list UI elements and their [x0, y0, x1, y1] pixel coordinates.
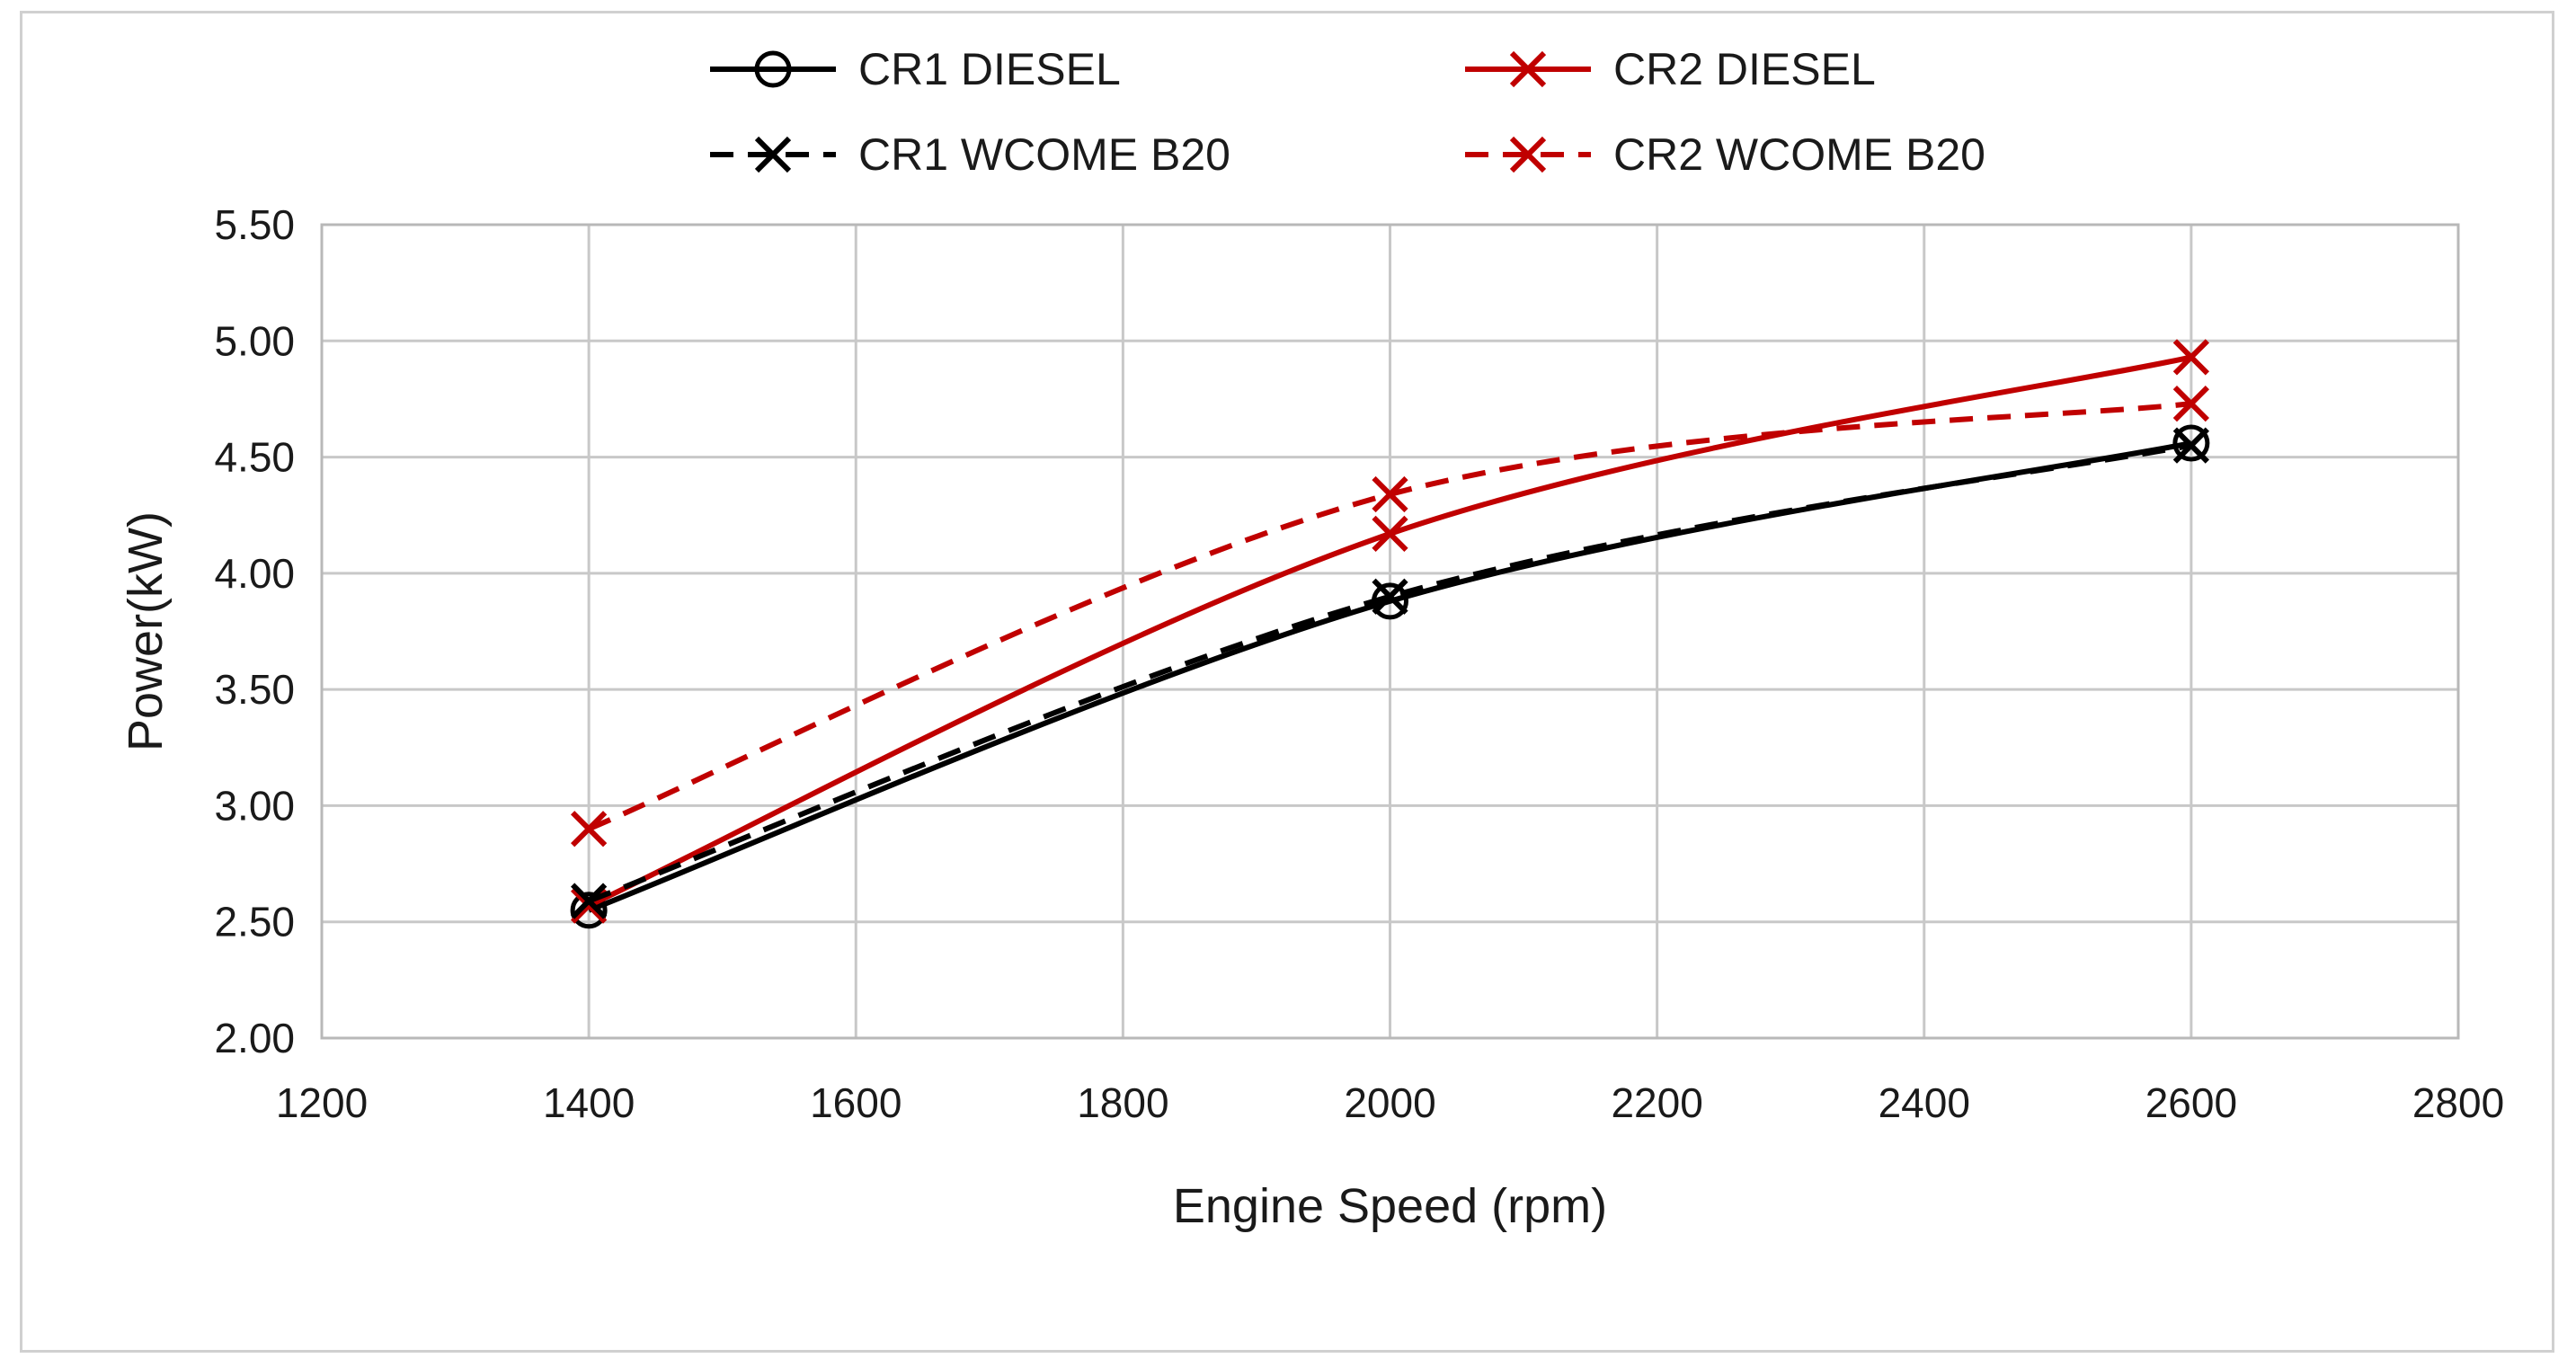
data-point — [2172, 424, 2210, 462]
legend-label: CR2 DIESEL — [1613, 44, 1876, 94]
y-tick-label: 4.00 — [214, 550, 295, 597]
legend-marker — [754, 136, 792, 173]
y-tick-label: 3.50 — [214, 666, 295, 713]
x-tick-label: 2600 — [2145, 1079, 2237, 1126]
grid-lines — [320, 223, 2460, 1040]
series-cr1-wcome-b20 — [571, 427, 2210, 919]
y-tick-label: 4.50 — [214, 434, 295, 481]
chart-frame — [20, 11, 2554, 1353]
series-cr1-diesel — [570, 424, 2210, 929]
plot-area-border — [320, 223, 2460, 1040]
series-cr2-wcome-b20 — [571, 385, 2210, 848]
legend-label: CR1 DIESEL — [858, 44, 1121, 94]
legend-marker — [1509, 50, 1547, 88]
x-tick-label: 1400 — [543, 1079, 635, 1126]
legend-item: CR1 DIESEL — [710, 44, 1121, 94]
legend: CR1 DIESEL CR2 DIESEL CR1 WCOME B20 CR2 WCO… — [710, 44, 1985, 180]
y-tick-label: 5.50 — [214, 201, 295, 248]
data-point — [571, 811, 608, 848]
legend-marker — [1509, 136, 1547, 173]
legend-item: CR2 DIESEL — [1465, 44, 1876, 94]
y-axis-title: Power(kW) — [119, 511, 173, 751]
y-tick-label: 3.00 — [214, 782, 295, 829]
series-cr2-diesel — [571, 339, 2210, 924]
legend-label: CR2 WCOME B20 — [1613, 129, 1985, 180]
x-tick-label: 2200 — [1611, 1079, 1702, 1126]
x-tick-label: 1200 — [276, 1079, 368, 1126]
series-line — [588, 440, 2192, 913]
data-point — [571, 883, 608, 919]
x-tick-label: 2800 — [2412, 1079, 2504, 1126]
x-tick-label: 1600 — [810, 1079, 902, 1126]
legend-label: CR1 WCOME B20 — [858, 129, 1230, 180]
x-axis-title: Engine Speed (rpm) — [1173, 1179, 1607, 1233]
legend-item: CR2 WCOME B20 — [1465, 129, 1985, 180]
y-tick-label: 5.00 — [214, 317, 295, 364]
x-tick-label: 2000 — [1344, 1079, 1435, 1126]
series-layer — [570, 339, 2210, 929]
data-point — [2172, 339, 2210, 376]
tick-labels: 1200 1400 1600 1800 2000 2200 2400 2600 2800 2.00… — [214, 201, 2504, 1126]
data-point — [1372, 578, 1408, 615]
y-tick-label: 2.00 — [214, 1015, 295, 1061]
legend-item: CR1 WCOME B20 — [710, 129, 1230, 180]
data-point — [2172, 427, 2210, 464]
data-point — [2172, 385, 2210, 422]
legend-marker — [754, 50, 792, 88]
x-tick-label: 2400 — [1879, 1079, 1970, 1126]
x-tick-label: 1800 — [1077, 1079, 1168, 1126]
data-point — [570, 892, 608, 929]
y-tick-label: 2.50 — [214, 899, 295, 945]
data-point — [1372, 515, 1408, 553]
data-point — [1372, 475, 1408, 513]
